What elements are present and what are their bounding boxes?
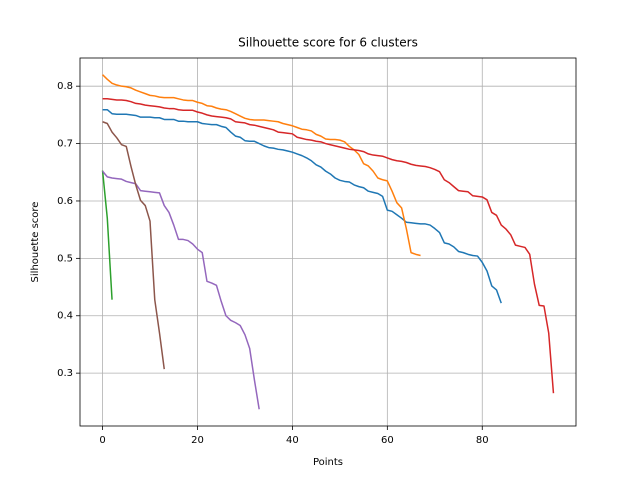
y-axis-label: Silhouette score — [30, 202, 41, 283]
series-line — [102, 121, 165, 370]
series-line — [102, 74, 421, 257]
y-tick-label: 0.5 — [57, 253, 73, 264]
x-axis-label: Points — [313, 457, 343, 468]
x-tick-label: 60 — [381, 435, 394, 446]
series-line — [101, 170, 113, 300]
axes-frame — [79, 57, 577, 427]
y-tick-label: 0.6 — [57, 196, 73, 207]
y-tick-label: 0.4 — [57, 311, 73, 322]
x-tick-label: 40 — [286, 435, 299, 446]
y-tick-label: 0.7 — [57, 139, 73, 150]
series-line — [102, 98, 555, 394]
y-tick-label: 0.8 — [57, 81, 73, 92]
chart-title: Silhouette score for 6 clusters — [238, 36, 418, 50]
x-tick-label: 80 — [476, 435, 489, 446]
y-tick-label: 0.3 — [57, 368, 73, 379]
x-tick-label: 20 — [191, 435, 204, 446]
x-tick-label: 0 — [99, 435, 105, 446]
series-line — [102, 108, 502, 304]
series-line — [101, 170, 260, 410]
